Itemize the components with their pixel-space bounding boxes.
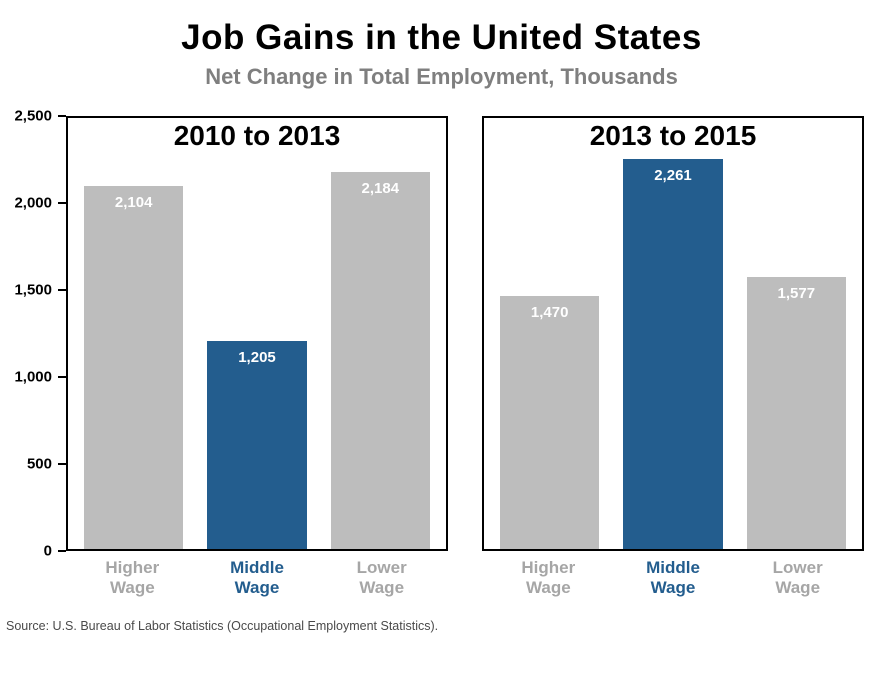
bar-value-label: 1,577 [777, 285, 816, 303]
bar-middle-wage: 1,205 [207, 341, 307, 549]
bar-value-label: 2,184 [361, 180, 400, 198]
bar-value-label: 1,470 [530, 303, 569, 321]
charts-row: 2,500 2,000 1,500 1,000 500 0 2010 to 20… [0, 108, 883, 597]
bar-higher-wage: 2,104 [84, 186, 184, 549]
chart-panel-2013-2015: 2013 to 2015 1,470 2,261 1,577 Higher Wa… [482, 116, 864, 597]
panel-title: 2010 to 2013 [173, 120, 341, 151]
y-tick-label: 2,500 [14, 107, 52, 125]
category-label-text: Higher Wage [105, 558, 160, 597]
category-label-middle-wage: Middle Wage [623, 558, 724, 597]
category-label-text: Higher Wage [521, 558, 576, 597]
plot-area: 2013 to 2015 1,470 2,261 1,577 [482, 116, 864, 551]
bar-middle-wage: 2,261 [623, 159, 723, 549]
category-label-text: Middle Wage [646, 558, 700, 597]
bar-value-label: 2,104 [114, 194, 153, 212]
category-label-text: Lower Wage [772, 558, 823, 597]
bar-lower-wage: 1,577 [746, 277, 846, 549]
plot-area: 2010 to 2013 2,104 1,205 2,184 [66, 116, 448, 551]
category-label-text: Middle Wage [230, 558, 284, 597]
x-axis-labels: Higher Wage Middle Wage Lower Wage [66, 558, 448, 597]
category-label-middle-wage: Middle Wage [207, 558, 308, 597]
chart-figure: Job Gains in the United States Net Chang… [0, 18, 883, 684]
bar-group: 1,470 2,261 1,577 [484, 118, 862, 549]
y-tick-label: 1,000 [14, 368, 52, 386]
category-label-higher-wage: Higher Wage [82, 558, 183, 597]
y-tick-label: 0 [43, 542, 52, 560]
y-tick-label: 1,500 [14, 281, 52, 299]
category-label-lower-wage: Lower Wage [747, 558, 848, 597]
bar-group: 2,104 1,205 2,184 [68, 118, 446, 549]
bar-higher-wage: 1,470 [500, 295, 600, 549]
x-axis-labels: Higher Wage Middle Wage Lower Wage [482, 558, 864, 597]
category-label-lower-wage: Lower Wage [331, 558, 432, 597]
bar-lower-wage: 2,184 [330, 172, 430, 549]
y-tick-label: 2,000 [14, 194, 52, 212]
y-axis: 2,500 2,000 1,500 1,000 500 0 [8, 108, 66, 560]
chart-panel-2010-2013: 2010 to 2013 2,104 1,205 2,184 Higher Wa… [66, 116, 448, 597]
category-label-text: Lower Wage [356, 558, 407, 597]
chart-title: Job Gains in the United States [181, 18, 702, 57]
y-tick-label: 500 [26, 455, 52, 473]
bar-value-label: 2,261 [654, 167, 692, 185]
source-note: Source: U.S. Bureau of Labor Statistics … [6, 619, 439, 634]
panel-title: 2013 to 2015 [589, 120, 757, 151]
bar-value-label: 1,205 [238, 349, 276, 367]
category-label-higher-wage: Higher Wage [498, 558, 599, 597]
chart-subtitle: Net Change in Total Employment, Thousand… [205, 64, 678, 89]
